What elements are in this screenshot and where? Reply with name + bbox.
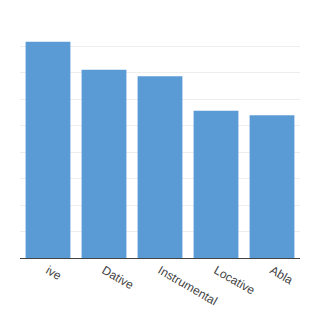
svg-text:Abla: Abla [268, 263, 296, 287]
svg-text:Instrumental: Instrumental [156, 263, 220, 308]
svg-text:ive: ive [44, 263, 65, 283]
svg-text:Dative: Dative [100, 263, 137, 292]
svg-text:Locative: Locative [212, 263, 258, 298]
